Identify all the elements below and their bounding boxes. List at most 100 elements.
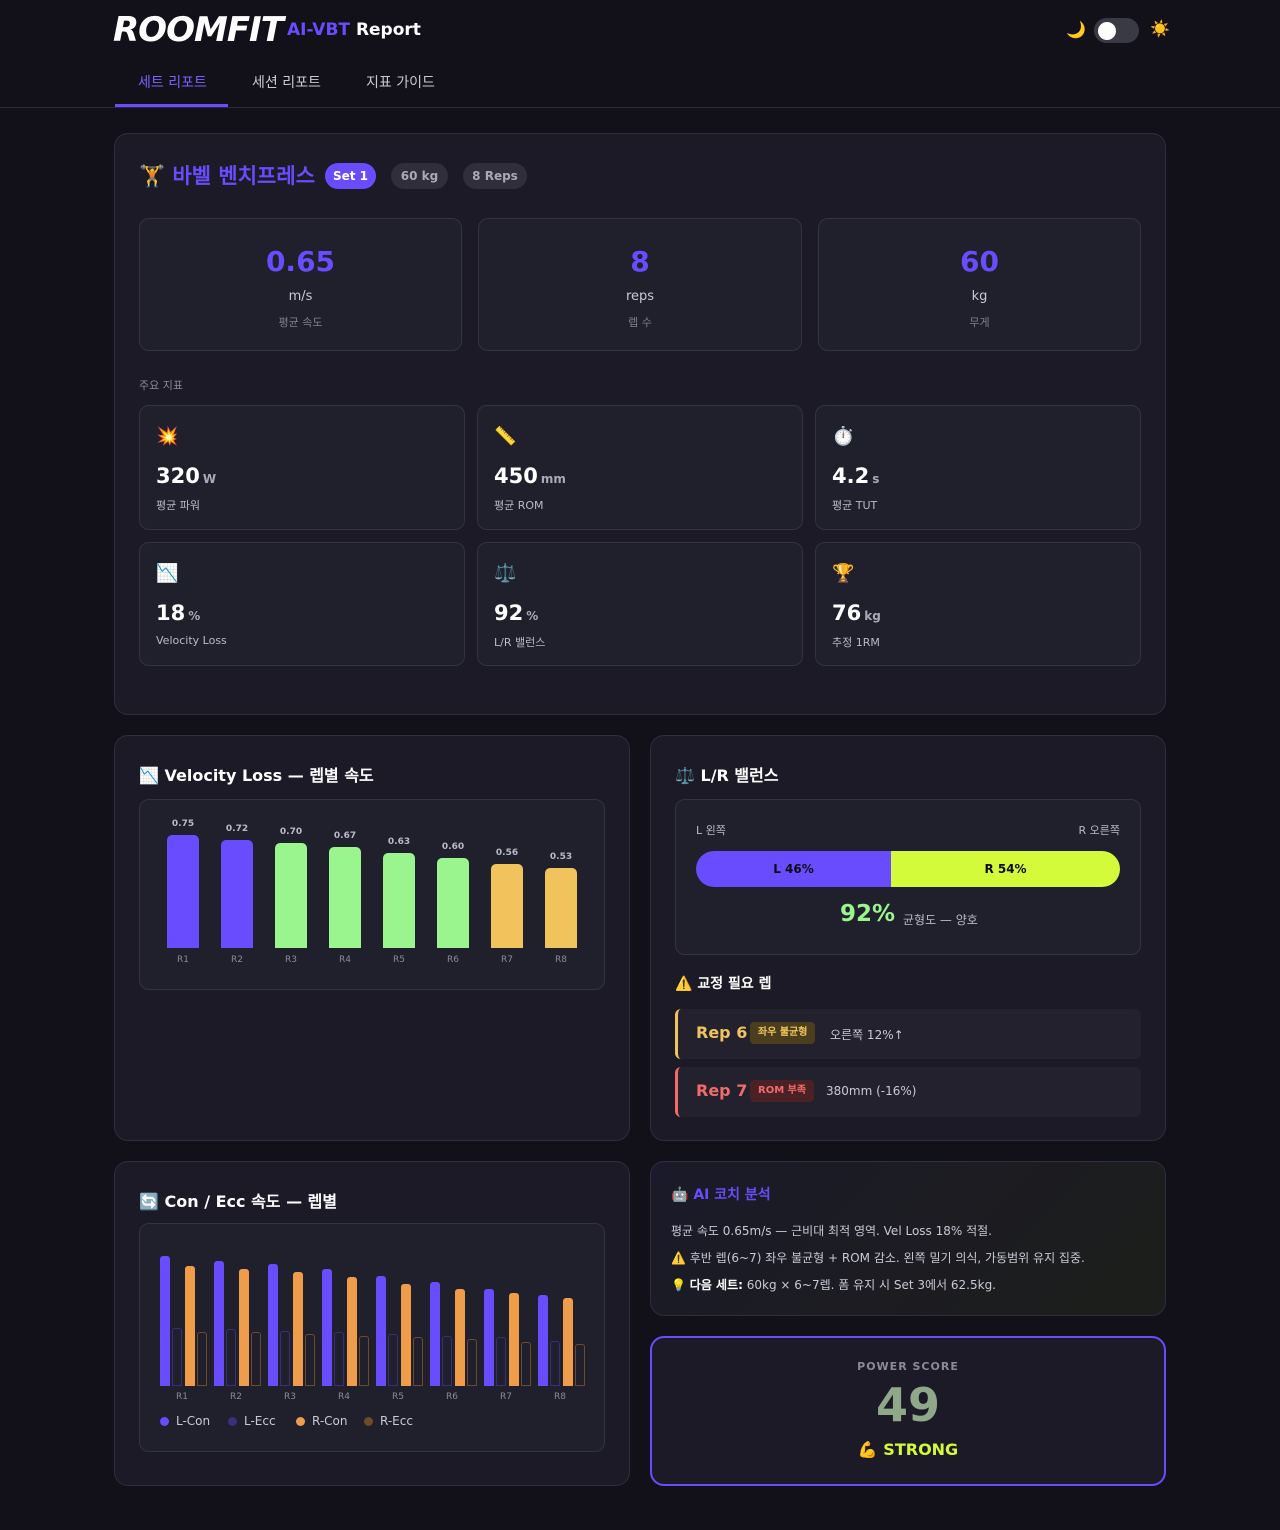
barbell-icon: 🏋️	[139, 164, 166, 188]
velocity-loss-title-text: Velocity Loss — 렙별 속도	[164, 766, 374, 785]
chart-down-icon: 📉	[139, 766, 159, 785]
con-ecc-bar-r-con-r5	[401, 1283, 411, 1386]
metric-label: 평균 파워	[156, 499, 200, 512]
con-ecc-bar-l-ecc-r8	[550, 1340, 560, 1386]
metric-value: 18%	[156, 601, 200, 625]
con-ecc-card: 🔄 Con / Ecc 속도 — 렙별 R1 R2 R3 R4 R5 R6 R7 R8 L-Co…	[114, 1161, 630, 1486]
con-ecc-bar-l-con-r6	[430, 1282, 440, 1386]
velocity-value-label: 0.75	[171, 819, 195, 829]
metric-value: 92%	[494, 601, 538, 625]
summary-avg-velocity: 0.65 m/s 평균 속도	[139, 218, 462, 351]
legend-label: R-Con	[312, 1414, 348, 1428]
ruler-icon: 📏	[494, 426, 517, 447]
metric-card-velocity-loss: 📉 18% Velocity Loss	[139, 542, 465, 666]
legend-item-l-con: L-Con	[160, 1414, 210, 1428]
con-ecc-bar-l-con-r4	[322, 1269, 332, 1386]
con-ecc-category-label: R1	[176, 1392, 188, 1402]
legend-label: R-Ecc	[380, 1414, 413, 1428]
lr-balance-title: ⚖️ L/R 밸런스	[675, 762, 779, 786]
legend-item-l-ecc: L-Ecc	[228, 1414, 276, 1428]
toggle-knob[interactable]	[1098, 21, 1116, 40]
metric-number: 320	[156, 464, 200, 488]
power-score-card: POWER SCORE 49 💪 STRONG	[650, 1336, 1166, 1486]
subtitle-rest: Report	[355, 20, 421, 40]
velocity-value-label: 0.63	[387, 837, 411, 848]
legend-label: L-Con	[176, 1414, 211, 1428]
velocity-loss-card: 📉 Velocity Loss — 렙별 속도 0.75 R1 0.72 R2 0.70…	[114, 735, 630, 1141]
summary-value: 8	[630, 245, 650, 278]
velocity-category-label: R5	[393, 955, 405, 965]
summary-weight: 60 kg 무게	[818, 218, 1141, 351]
set-summary-card: 🏋️ 바벨 벤치프레스 Set 1 60 kg 8 Reps 0.65 m/s …	[114, 133, 1166, 715]
con-ecc-bar-l-con-r8	[538, 1295, 548, 1386]
correction-needed-title: ⚠️ 교정 필요 렙	[675, 973, 771, 993]
metric-card-1rm: 🏆 76 kg 추정 1RM	[815, 542, 1141, 666]
con-ecc-bar-r-ecc-r1	[197, 1332, 207, 1386]
metric-label: 추정 1RM	[832, 636, 880, 649]
con-ecc-bar-r-con-r3	[293, 1272, 303, 1386]
legend-item-r-ecc: R-Ecc	[364, 1414, 413, 1428]
con-ecc-bar-r-con-r6	[455, 1288, 465, 1386]
con-ecc-bar-r-ecc-r4	[359, 1335, 369, 1386]
right-share-bar: R 54%	[891, 851, 1120, 887]
legend-item-r-con: R-Con	[296, 1414, 348, 1428]
tab-set-report[interactable]: 세트 리포트	[138, 75, 207, 91]
correction-title-text: 교정 필요 렙	[697, 976, 772, 992]
con-ecc-bar-l-con-r5	[376, 1275, 386, 1386]
exercise-title: 🏋️ 바벨 벤치프레스	[139, 160, 315, 190]
legend-swatch	[296, 1416, 305, 1426]
con-ecc-bar-l-con-r2	[214, 1260, 224, 1386]
lr-balance-panel: L 왼쪽 R 오른쪽 L 46% R 54% 92% 균형도 — 양호	[675, 799, 1141, 955]
velocity-category-label: R4	[339, 955, 351, 965]
metric-label: 평균 ROM	[494, 499, 544, 512]
tab-metric-guide[interactable]: 지표 가이드	[366, 75, 435, 91]
velocity-category-label: R1	[177, 955, 189, 965]
legend-swatch	[228, 1416, 237, 1426]
logo[interactable]: ROOMFIT	[113, 10, 284, 50]
velocity-value-label: 0.53	[549, 852, 573, 863]
sun-icon: ☀️	[1150, 19, 1170, 38]
correction-row-rep7[interactable]: Rep 7 ROM 부족 380mm (-16%)	[675, 1067, 1141, 1117]
con-ecc-category-label: R3	[284, 1392, 296, 1402]
summary-label: 렙 수	[628, 316, 652, 329]
lr-balance-bar: L 46% R 54%	[696, 851, 1120, 887]
ai-analysis-line-3: 💡 다음 세트: 60kg × 6~7렙. 폼 유지 시 Set 3에서 62.…	[671, 1276, 996, 1293]
con-ecc-bar-l-ecc-r4	[334, 1332, 344, 1386]
velocity-bar-r2	[221, 839, 253, 948]
summary-unit: kg	[971, 289, 988, 304]
stopwatch-icon: ⏱️	[832, 426, 855, 447]
correction-row-rep6[interactable]: Rep 6 좌우 불균형 오른쪽 12%↑	[675, 1009, 1141, 1059]
theme-toggle[interactable]	[1094, 18, 1139, 43]
metric-number: 4.2	[832, 464, 870, 488]
refresh-icon: 🔄	[139, 1192, 159, 1211]
next-set-label: 다음 세트:	[689, 1278, 743, 1292]
con-ecc-bar-r-ecc-r7	[521, 1342, 531, 1386]
con-ecc-bar-l-con-r1	[160, 1256, 170, 1386]
trophy-icon: 🏆	[832, 563, 855, 584]
velocity-category-label: R2	[231, 955, 243, 965]
metric-value: 450 mm	[494, 464, 566, 488]
con-ecc-bar-l-ecc-r2	[226, 1329, 236, 1386]
subtitle-accent: AI-VBT	[287, 20, 351, 40]
velocity-value-label: 0.60	[441, 841, 465, 852]
con-ecc-category-label: R7	[500, 1392, 512, 1402]
metric-label: 평균 TUT	[832, 499, 878, 512]
lr-balance-title-text: L/R 밸런스	[700, 766, 779, 785]
ai-analysis-line-1: 평균 속도 0.65m/s — 근비대 최적 영역. Vel Loss 18% …	[671, 1224, 992, 1238]
tab-session-report[interactable]: 세션 리포트	[252, 75, 321, 91]
con-ecc-category-label: R6	[446, 1392, 458, 1402]
metric-card-rom: 📏 450 mm 평균 ROM	[477, 405, 803, 530]
weight-badge: 60 kg	[391, 163, 448, 189]
metric-unit: %	[188, 609, 201, 623]
fix-tag: ROM 부족	[750, 1080, 815, 1102]
metric-unit: kg	[864, 609, 881, 623]
balance-scale-icon: ⚖️	[494, 563, 517, 584]
con-ecc-chart: R1 R2 R3 R4 R5 R6 R7 R8 L-Con L-Ecc R-Con R-Ecc	[139, 1223, 605, 1452]
velocity-bar-r1	[167, 835, 199, 948]
summary-rep-count: 8 reps 렙 수	[478, 218, 802, 351]
summary-value: 0.65	[265, 245, 336, 278]
app-header: ROOMFIT AI-VBT Report 🌙 ☀️ 세트 리포트 세션 리포트…	[0, 0, 1280, 108]
legend-swatch	[160, 1416, 169, 1426]
metric-label: Velocity Loss	[156, 634, 227, 647]
metric-unit: %	[526, 609, 539, 623]
